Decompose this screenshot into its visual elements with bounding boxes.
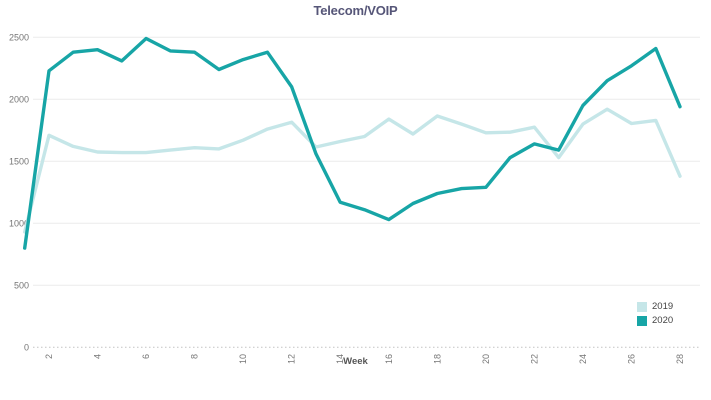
series-line-2020[interactable] bbox=[23, 36, 682, 250]
legend: 2019 2020 bbox=[637, 301, 673, 326]
x-axis-tick-label: 12 bbox=[287, 354, 297, 364]
legend-swatch-2019 bbox=[637, 301, 647, 312]
series-line-2019[interactable] bbox=[23, 107, 682, 234]
y-axis-tick-label: 1500 bbox=[9, 156, 29, 166]
x-axis-tick-label: 18 bbox=[432, 354, 442, 364]
y-axis-tick-label: 500 bbox=[14, 280, 29, 290]
x-axis-tick-label: 6 bbox=[141, 354, 151, 359]
x-axis-tick-label: 2 bbox=[44, 354, 54, 359]
x-axis-tick-label: 26 bbox=[626, 354, 636, 364]
y-axis-tick-label: 2000 bbox=[9, 94, 29, 104]
x-axis-tick-label: 28 bbox=[675, 354, 685, 364]
x-axis-tick-label: 10 bbox=[238, 354, 248, 364]
x-axis-tick-label: 4 bbox=[93, 354, 103, 359]
x-axis-tick-label: 14 bbox=[335, 354, 345, 364]
y-axis-tick-label: 2500 bbox=[9, 32, 29, 42]
x-axis-tick-label: 16 bbox=[384, 354, 394, 364]
legend-label-2020: 2020 bbox=[652, 315, 674, 326]
x-axis-tick-label: 24 bbox=[578, 354, 588, 364]
x-axis-tick-label: 22 bbox=[529, 354, 539, 364]
legend-swatch-2020 bbox=[637, 315, 647, 326]
legend-label-2019: 2019 bbox=[652, 301, 674, 312]
chart-title: Telecom/VOIP bbox=[313, 3, 398, 18]
x-axis-tick-label: 20 bbox=[481, 354, 491, 364]
x-axis-tick-label: 8 bbox=[190, 354, 200, 359]
y-axis-tick-label: 0 bbox=[24, 342, 29, 352]
x-axis-title: Week bbox=[343, 356, 368, 367]
legend-item-2020[interactable]: 2020 bbox=[637, 315, 673, 326]
legend-item-2019[interactable]: 2019 bbox=[637, 301, 673, 312]
y-axis-tick-label: 1000 bbox=[9, 218, 29, 228]
